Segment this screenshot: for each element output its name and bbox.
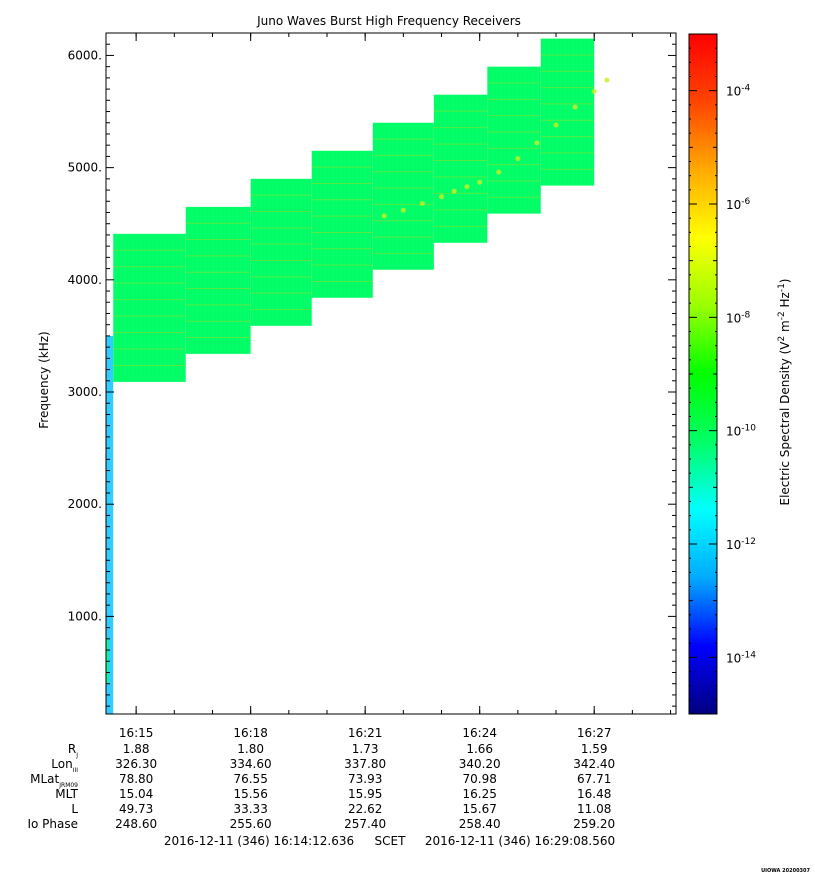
ephemeris-value: 76.55 bbox=[233, 772, 267, 786]
burst-point bbox=[451, 188, 457, 194]
spectrogram-band bbox=[105, 335, 114, 714]
y-tick-label: 5000. bbox=[68, 161, 102, 175]
x-tick-label: 16:27 bbox=[577, 726, 612, 740]
ephemeris-value: 1.59 bbox=[581, 742, 608, 756]
y-tick-label: 4000. bbox=[68, 273, 102, 287]
chart-title: Juno Waves Burst High Frequency Receiver… bbox=[256, 14, 521, 28]
colorbar-tick-label: 10-12 bbox=[726, 537, 756, 552]
time-axis-label: SCET bbox=[375, 834, 407, 848]
ephemeris-table: RJ 1.88 1.80 1.73 1.66 1.59 LonIII 326.30 334.60… bbox=[27, 742, 615, 831]
ephemeris-row-label: LonIII bbox=[51, 757, 78, 774]
plot-area bbox=[105, 33, 676, 714]
y-tick-label: 6000. bbox=[68, 48, 102, 62]
colorbar-tick-label: 10-14 bbox=[726, 650, 756, 665]
ephemeris-value: 70.98 bbox=[463, 772, 497, 786]
burst-point bbox=[534, 140, 540, 146]
ephemeris-value: 16.25 bbox=[463, 787, 497, 801]
burst-point bbox=[572, 104, 578, 110]
ephemeris-value: 1.88 bbox=[123, 742, 150, 756]
ephemeris-value: 257.40 bbox=[344, 817, 386, 831]
ephemeris-value: 258.40 bbox=[459, 817, 501, 831]
ephemeris-row-label: MLatJRM09 bbox=[30, 772, 78, 789]
ephemeris-value: 16.48 bbox=[577, 787, 611, 801]
ephemeris-row-label: RJ bbox=[68, 742, 78, 759]
ephemeris-value: 15.04 bbox=[119, 787, 153, 801]
burst-point bbox=[464, 184, 470, 190]
ephemeris-value: 73.93 bbox=[348, 772, 382, 786]
ephemeris-row-label: MLT bbox=[55, 787, 78, 801]
burst-point bbox=[496, 169, 502, 175]
ephemeris-value: 1.66 bbox=[466, 742, 493, 756]
burst-point bbox=[400, 207, 406, 213]
ephemeris-value: 1.73 bbox=[352, 742, 379, 756]
burst-point bbox=[515, 156, 521, 162]
ephemeris-value: 11.08 bbox=[577, 802, 611, 816]
ephemeris-value: 326.30 bbox=[115, 757, 157, 771]
burst-point bbox=[604, 77, 610, 83]
colorbar: 10-4 10-6 10-8 10-10 10-12 10-14 Electric Spe… bbox=[688, 33, 792, 715]
x-tick-label: 16:24 bbox=[462, 726, 497, 740]
burst-point bbox=[419, 201, 425, 207]
ephemeris-value: 22.62 bbox=[348, 802, 382, 816]
ephemeris-value: 342.40 bbox=[573, 757, 615, 771]
ephemeris-value: 15.95 bbox=[348, 787, 382, 801]
ephemeris-value: 67.71 bbox=[577, 772, 611, 786]
x-tick-label: 16:21 bbox=[348, 726, 383, 740]
colorbar-tick-label: 10-8 bbox=[726, 310, 751, 325]
credit-text: UIOWA 20200307 bbox=[761, 868, 810, 874]
ephemeris-value: 248.60 bbox=[115, 817, 157, 831]
ephemeris-value: 33.33 bbox=[233, 802, 267, 816]
plot-frame bbox=[105, 32, 677, 715]
band-texture bbox=[250, 178, 312, 326]
band-texture bbox=[433, 94, 488, 243]
band-texture bbox=[113, 233, 186, 382]
y-tick-label: 3000. bbox=[68, 385, 102, 399]
ephemeris-value: 334.60 bbox=[230, 757, 272, 771]
colorbar-gradient bbox=[688, 33, 718, 715]
x-tick-label: 16:15 bbox=[119, 726, 154, 740]
ephemeris-value: 259.20 bbox=[573, 817, 615, 831]
y-tick-label: 2000. bbox=[68, 497, 102, 511]
ephemeris-value: 1.80 bbox=[237, 742, 264, 756]
band-texture bbox=[372, 122, 434, 270]
time-range-footer: 2016-12-11 (346) 16:14:12.636 SCET 2016-… bbox=[164, 834, 615, 848]
burst-point bbox=[381, 213, 387, 219]
ephemeris-value: 15.67 bbox=[463, 802, 497, 816]
time-end: 2016-12-11 (346) 16:29:08.560 bbox=[425, 834, 615, 848]
colorbar-label: Electric Spectral Density (V2 m-2 Hz-1) bbox=[777, 278, 792, 505]
y-tick-label: 1000. bbox=[68, 609, 102, 623]
ephemeris-value: 255.60 bbox=[230, 817, 272, 831]
ephemeris-value: 78.80 bbox=[119, 772, 153, 786]
time-start: 2016-12-11 (346) 16:14:12.636 bbox=[164, 834, 354, 848]
band-texture bbox=[185, 206, 251, 354]
colorbar-tick-label: 10-10 bbox=[726, 424, 756, 439]
ephemeris-value: 340.20 bbox=[459, 757, 501, 771]
colorbar-tick-label: 10-4 bbox=[726, 84, 751, 99]
band-texture bbox=[540, 38, 595, 186]
colorbar-tick-label: 10-6 bbox=[726, 197, 751, 212]
band-texture bbox=[487, 66, 541, 214]
burst-point bbox=[553, 122, 559, 128]
burst-point bbox=[439, 194, 445, 200]
x-tick-label: 16:18 bbox=[233, 726, 268, 740]
ephemeris-row-label: L bbox=[71, 802, 78, 816]
ephemeris-row-label: Io Phase bbox=[27, 817, 78, 831]
burst-point bbox=[477, 179, 483, 185]
burst-point bbox=[591, 88, 597, 94]
band-texture bbox=[311, 150, 373, 298]
ephemeris-value: 15.56 bbox=[233, 787, 267, 801]
ephemeris-value: 49.73 bbox=[119, 802, 153, 816]
y-axis-label: Frequency (kHz) bbox=[37, 331, 51, 428]
ephemeris-value: 337.80 bbox=[344, 757, 386, 771]
